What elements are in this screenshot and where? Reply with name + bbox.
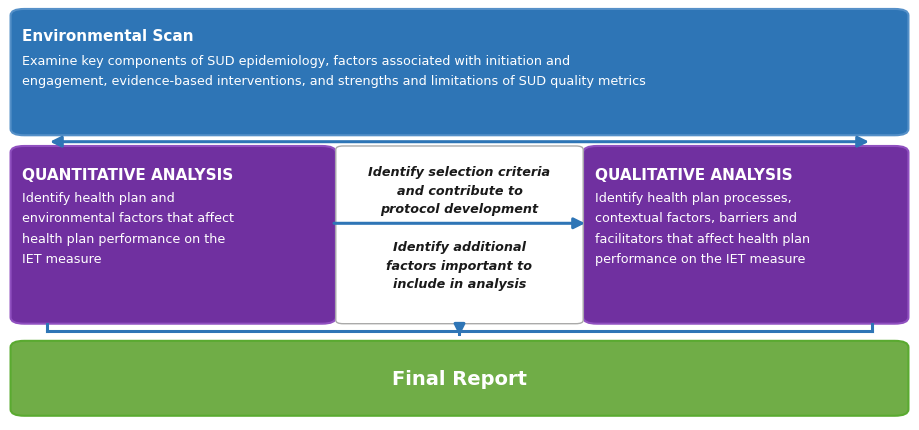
Text: Identify health plan processes,
contextual factors, barriers and
facilitators th: Identify health plan processes, contextu… xyxy=(596,191,811,266)
Text: Examine key components of SUD epidemiology, factors associated with initiation a: Examine key components of SUD epidemiolo… xyxy=(22,55,646,88)
Text: Identify health plan and
environmental factors that affect
health plan performan: Identify health plan and environmental f… xyxy=(22,191,234,266)
Text: Final Report: Final Report xyxy=(392,369,527,388)
FancyBboxPatch shape xyxy=(10,341,909,416)
Text: QUANTITATIVE ANALYSIS: QUANTITATIVE ANALYSIS xyxy=(22,167,233,182)
Text: Identify additional
factors important to
include in analysis: Identify additional factors important to… xyxy=(387,241,532,291)
FancyBboxPatch shape xyxy=(10,147,335,324)
FancyBboxPatch shape xyxy=(335,147,584,324)
Text: QUALITATIVE ANALYSIS: QUALITATIVE ANALYSIS xyxy=(596,167,793,182)
FancyBboxPatch shape xyxy=(584,147,909,324)
Text: Identify selection criteria
and contribute to
protocol development: Identify selection criteria and contribu… xyxy=(369,166,550,216)
FancyBboxPatch shape xyxy=(10,10,909,136)
Text: Environmental Scan: Environmental Scan xyxy=(22,29,194,44)
